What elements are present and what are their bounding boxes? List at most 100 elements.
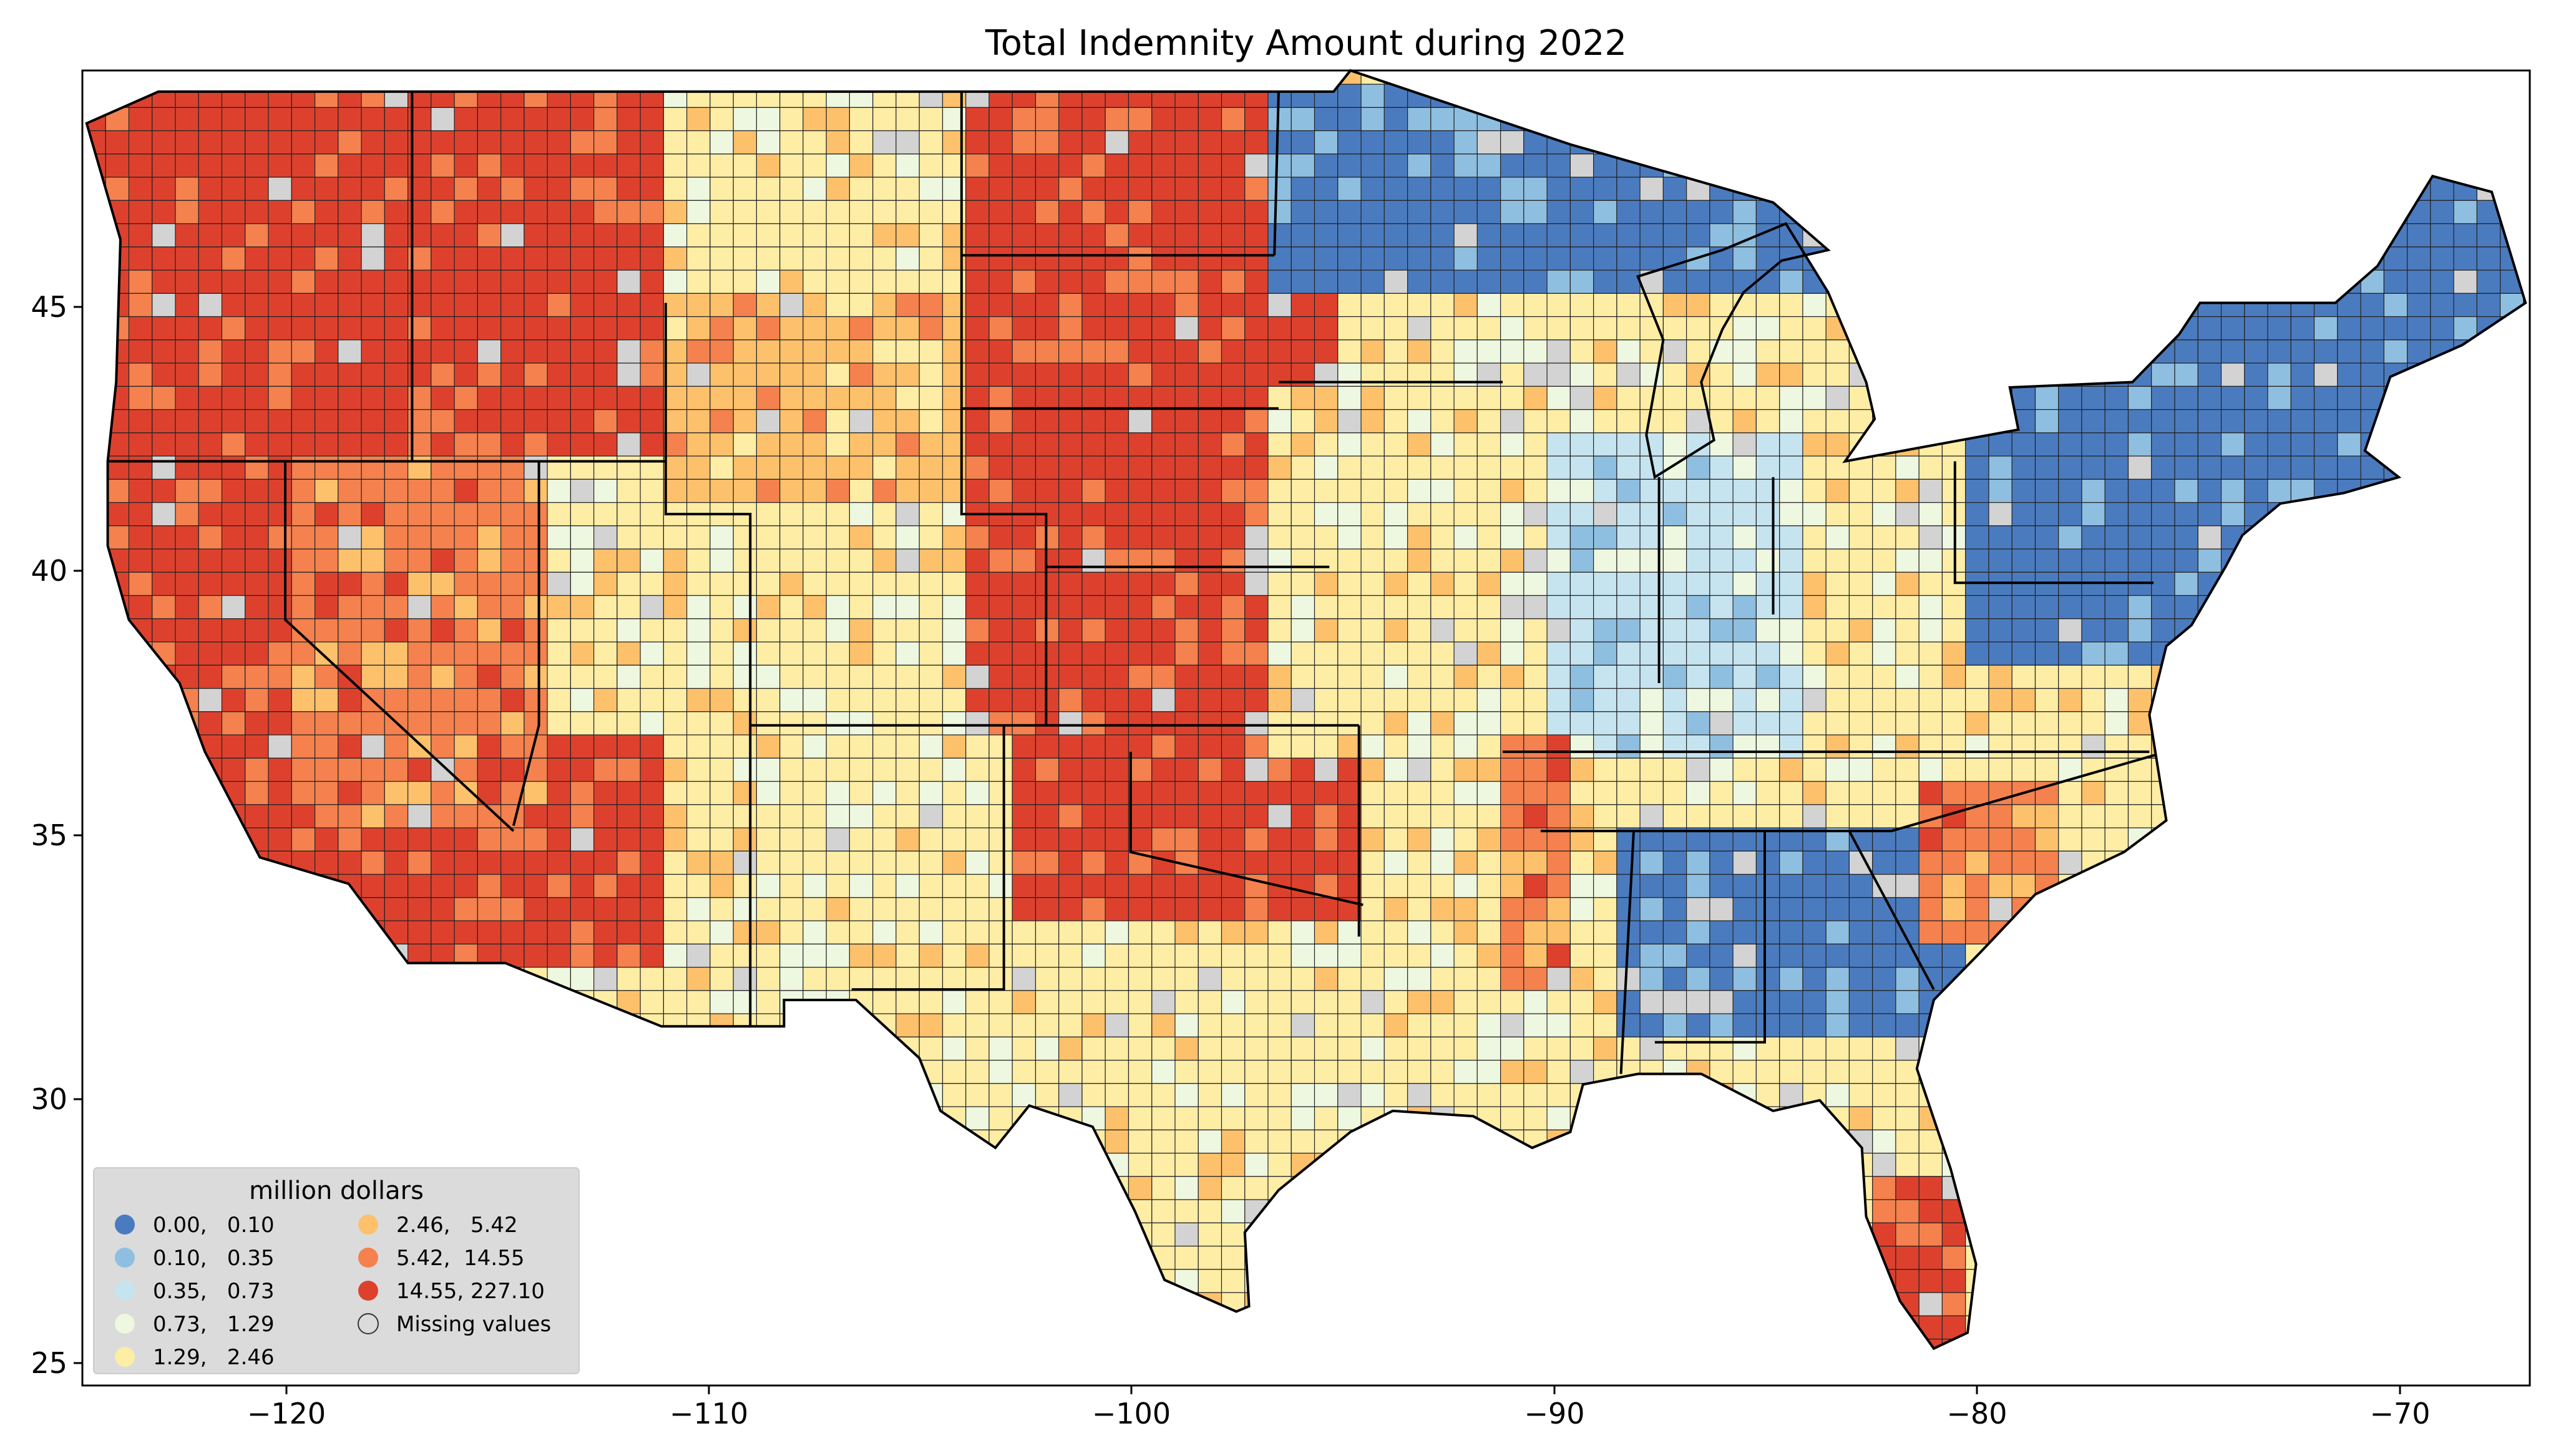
county-tile [338, 595, 362, 619]
county-tile [802, 897, 827, 921]
county-tile [1918, 827, 1943, 852]
county-tile [2011, 850, 2036, 875]
county-tile [1290, 478, 1315, 503]
county-tile [686, 293, 711, 318]
county-tile [1802, 734, 1827, 759]
county-tile [315, 316, 339, 341]
county-tile [2174, 339, 2198, 364]
county-tile [1802, 966, 1827, 991]
county-tile [407, 618, 432, 643]
county-tile [175, 571, 199, 596]
county-tile [1918, 920, 1943, 944]
county-tile [872, 990, 897, 1014]
county-tile [756, 943, 781, 968]
county-tile [2267, 409, 2291, 434]
county-tile [1918, 1269, 1943, 1293]
county-tile [2337, 386, 2361, 410]
county-tile [663, 478, 688, 503]
county-tile [1779, 780, 1803, 805]
county-tile [733, 618, 758, 643]
county-tile [1476, 293, 1501, 318]
county-tile [431, 409, 455, 434]
county-tile [1918, 757, 1943, 782]
county-tile [1569, 571, 1594, 596]
county-tile [965, 339, 990, 364]
county-tile [1244, 595, 1269, 619]
county-tile [1360, 455, 1385, 480]
county-tile [1569, 502, 1594, 527]
county-tile [849, 780, 874, 805]
county-tile [779, 316, 804, 341]
county-tile [1151, 780, 1176, 805]
county-tile [1523, 618, 1548, 643]
county-tile [2197, 316, 2222, 341]
county-tile [268, 711, 292, 735]
county-tile [1476, 339, 1501, 364]
county-tile [1662, 525, 1687, 550]
county-tile [338, 618, 362, 643]
county-tile [965, 548, 990, 573]
county-tile [1825, 850, 1850, 875]
county-tile [477, 502, 502, 527]
county-tile [942, 571, 967, 596]
county-tile [1686, 571, 1710, 596]
county-tile [1198, 478, 1222, 503]
county-tile [1430, 1083, 1455, 1107]
county-tile [1407, 432, 1432, 457]
county-tile [1779, 1036, 1803, 1061]
county-tile [1500, 780, 1524, 805]
county-tile [1662, 966, 1687, 991]
county-tile [1546, 1036, 1571, 1061]
county-tile [1965, 734, 1989, 759]
county-tile [2104, 618, 2129, 643]
county-tile [919, 1036, 944, 1061]
county-tile [1476, 966, 1501, 991]
county-tile [849, 618, 874, 643]
county-tile [1755, 641, 1780, 666]
county-tile [826, 757, 851, 782]
county-tile [2034, 664, 2059, 689]
county-tile [315, 571, 339, 596]
county-tile [1593, 664, 1617, 689]
county-tile [1569, 687, 1594, 712]
county-tile [1755, 478, 1780, 503]
county-tile [1709, 687, 1734, 712]
county-tile [1081, 804, 1106, 828]
county-tile [895, 897, 920, 921]
county-tile [1244, 618, 1269, 643]
county-tile [1988, 618, 2012, 643]
county-tile [849, 478, 874, 503]
county-tile [431, 850, 455, 875]
county-tile [1430, 293, 1455, 318]
county-tile [1151, 618, 1176, 643]
county-tile [198, 269, 223, 294]
county-tile [1058, 409, 1083, 434]
county-tile [942, 850, 967, 875]
county-tile [1523, 1059, 1548, 1084]
county-tile [1081, 293, 1106, 318]
county-tile [1453, 293, 1478, 318]
county-tile [1569, 455, 1594, 480]
county-tile [663, 641, 688, 666]
county-tile [1198, 502, 1222, 527]
county-tile [1779, 571, 1803, 596]
county-tile [1802, 502, 1827, 527]
county-tile [384, 827, 409, 852]
county-tile [1174, 664, 1199, 689]
county-tile [1198, 1269, 1222, 1293]
county-tile [2290, 409, 2315, 434]
county-tile [1593, 757, 1617, 782]
county-tile [1453, 571, 1478, 596]
county-tile [802, 618, 827, 643]
county-tile [384, 339, 409, 364]
county-tile [1221, 920, 1246, 944]
county-tile [1639, 409, 1664, 434]
county-tile [1965, 548, 1989, 573]
county-tile [1872, 711, 1896, 735]
county-tile [2104, 432, 2129, 457]
county-tile [1779, 478, 1803, 503]
county-tile [198, 687, 223, 712]
county-tile [454, 525, 478, 550]
county-tile [640, 595, 664, 619]
county-tile [547, 641, 571, 666]
